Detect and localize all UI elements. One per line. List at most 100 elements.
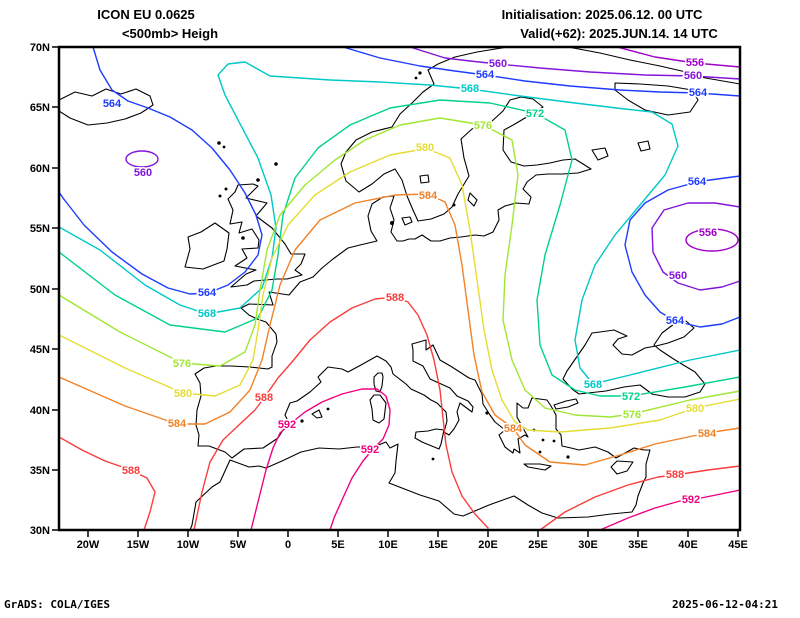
contour-label-564: 564 — [688, 176, 707, 188]
contour-556-north — [616, 47, 740, 68]
contour-588-ridge — [193, 296, 489, 530]
lon-label-15W: 15W — [127, 539, 150, 551]
contour-584-long — [59, 193, 740, 466]
lat-label-30N: 30N — [30, 525, 50, 537]
contour-580-long — [59, 147, 740, 433]
contour-label-576: 576 — [474, 120, 492, 132]
lon-label-10W: 10W — [177, 539, 200, 551]
contour-label-556: 556 — [686, 57, 704, 69]
coastlines — [59, 47, 740, 530]
creation-timestamp: 2025-06-12-04:21 — [672, 598, 778, 611]
island-sardinia — [369, 394, 387, 424]
contour-label-556: 556 — [699, 227, 717, 239]
lat-label-50N: 50N — [30, 284, 50, 296]
coastline-iceland — [59, 88, 154, 126]
contour-label-588: 588 — [386, 292, 404, 304]
contour-label-568: 568 — [198, 308, 216, 320]
coastline-great-britain — [227, 183, 306, 288]
contour-568-long — [59, 61, 740, 385]
contour-592-southeast — [599, 489, 740, 530]
coastline-white-sea — [614, 82, 699, 116]
contour-label-564: 564 — [666, 315, 685, 327]
contour-label-588: 588 — [255, 392, 273, 404]
island-corsica — [373, 372, 384, 393]
contour-label-588: 588 — [666, 469, 684, 481]
contour-label-592: 592 — [361, 444, 379, 456]
lon-label-0: 0 — [285, 539, 291, 551]
contour-576-long — [59, 117, 740, 418]
height-contours — [59, 47, 740, 530]
small-islands — [217, 71, 570, 461]
contour-564-east-low — [624, 175, 740, 328]
coastline-west-europe-mediterranean-africa — [189, 276, 651, 530]
lat-label-70N: 70N — [30, 42, 50, 54]
lon-label-20E: 20E — [478, 539, 498, 551]
sea-of-marmara — [553, 398, 579, 410]
contour-label-560: 560 — [134, 167, 152, 179]
map-interior: 5565605645605645685725765805845645605645… — [59, 47, 740, 530]
contour-label-572: 572 — [622, 391, 640, 403]
contour-592-west-med — [250, 388, 391, 530]
contour-label-584: 584 — [419, 190, 438, 202]
coastline-scandinavia-baltic — [340, 47, 592, 222]
map-frame — [57, 45, 742, 532]
lon-label-40E: 40E — [678, 539, 698, 551]
lon-label-10E: 10E — [378, 539, 398, 551]
contour-label-572: 572 — [526, 108, 544, 120]
contour-label-580: 580 — [416, 142, 434, 154]
lon-label-5W: 5W — [230, 539, 247, 551]
lon-label-25E: 25E — [528, 539, 548, 551]
contour-label-576: 576 — [173, 358, 191, 370]
contour-560-north — [409, 47, 740, 80]
lat-label-40N: 40N — [30, 405, 50, 417]
contour-564-atlantic-trough — [59, 47, 263, 295]
contour-value-labels: 5565605645605645685725765805845645605645… — [101, 56, 718, 508]
lon-label-45E: 45E — [728, 539, 748, 551]
lon-label-30E: 30E — [578, 539, 598, 551]
title-valid: Valid(+62): 2025.JUN.14. 14 UTC — [520, 26, 718, 41]
axis-labels: 70N 65N 60N 55N 50N 45N 40N 35N 30N 20W 15W 10W 5W 0 5… — [30, 42, 748, 551]
contour-588-southwest-corner — [59, 436, 156, 530]
axis-ticks — [52, 46, 739, 537]
island-cyprus — [610, 460, 634, 475]
lon-label-35E: 35E — [628, 539, 648, 551]
coastline-kola-barents — [567, 47, 740, 85]
contour-label-568: 568 — [461, 83, 479, 95]
lat-label-60N: 60N — [30, 163, 50, 175]
lake-ladoga — [591, 147, 609, 161]
contour-label-592: 592 — [278, 419, 296, 431]
contour-572-long — [59, 99, 740, 397]
title-field: <500mb> Heigh — [122, 26, 218, 41]
contour-label-584: 584 — [504, 423, 523, 435]
contour-label-564: 564 — [689, 87, 708, 99]
lon-label-20W: 20W — [77, 539, 100, 551]
contour-label-564: 564 — [103, 98, 122, 110]
coastline-black-sea-crimea-azov — [562, 320, 706, 398]
contour-564-north — [342, 47, 740, 97]
contour-label-592: 592 — [682, 494, 700, 506]
contour-label-584: 584 — [168, 418, 187, 430]
lon-label-15E: 15E — [428, 539, 448, 551]
contour-556-east-low — [685, 228, 739, 252]
lat-label-45N: 45N — [30, 344, 50, 356]
contour-label-580: 580 — [686, 403, 704, 415]
contour-label-584: 584 — [698, 428, 717, 440]
contour-label-564: 564 — [476, 69, 495, 81]
island-zealand — [401, 216, 413, 226]
lon-label-5E: 5E — [331, 539, 344, 551]
coastline-ireland — [184, 222, 230, 270]
contour-560-east-low — [651, 202, 740, 291]
coastline-baltic-south-denmark — [312, 168, 592, 278]
lat-label-55N: 55N — [30, 223, 50, 235]
contour-label-560: 560 — [489, 58, 507, 70]
lat-label-65N: 65N — [30, 102, 50, 114]
contour-label-560: 560 — [669, 270, 687, 282]
grads-stamp: GrADS: COLA/IGES — [4, 598, 110, 611]
island-crete — [523, 463, 552, 471]
lake-vanern — [419, 174, 430, 184]
contour-560-atlantic-low — [125, 150, 159, 168]
contour-588-southeast — [539, 465, 740, 530]
contour-label-580: 580 — [174, 388, 192, 400]
contour-label-560: 560 — [684, 70, 702, 82]
